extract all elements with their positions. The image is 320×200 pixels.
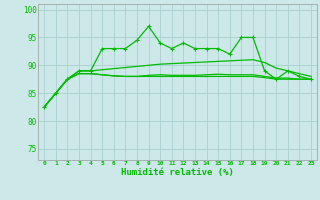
- X-axis label: Humidité relative (%): Humidité relative (%): [121, 168, 234, 177]
